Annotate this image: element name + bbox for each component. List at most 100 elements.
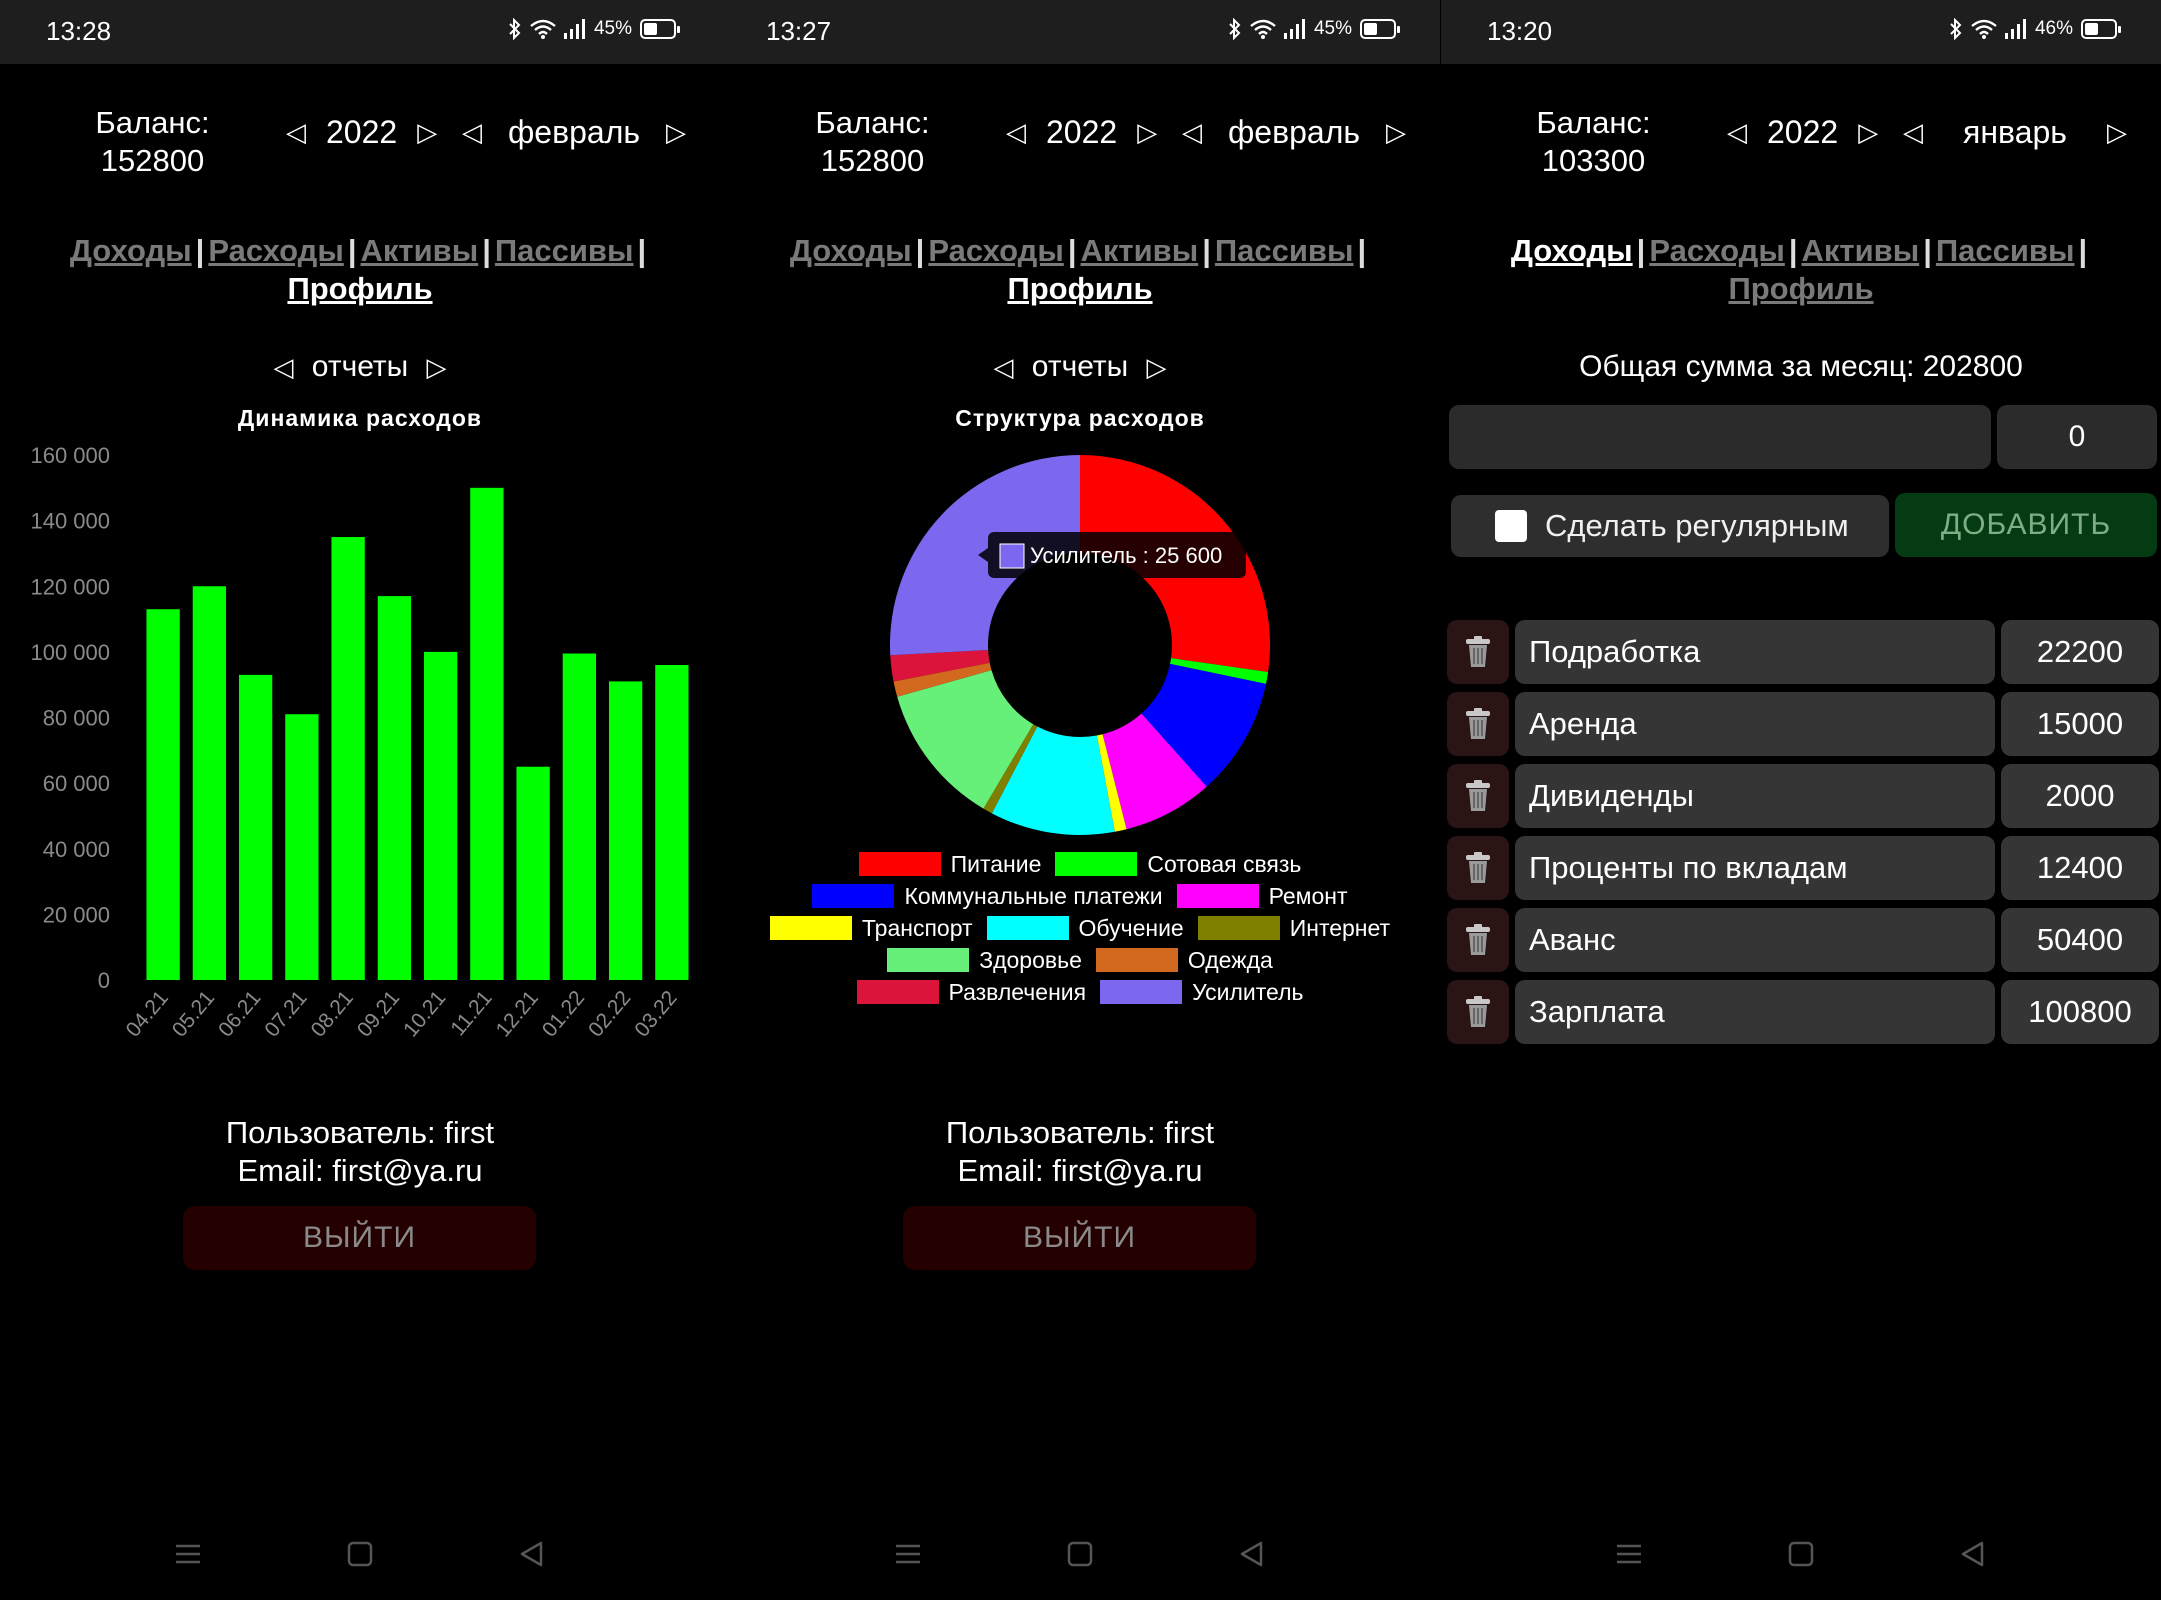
back-icon[interactable] bbox=[1959, 1540, 1987, 1568]
item-value[interactable]: 12400 bbox=[2001, 836, 2159, 900]
trash-icon[interactable] bbox=[1447, 980, 1509, 1044]
bar[interactable] bbox=[608, 681, 643, 980]
bar[interactable] bbox=[285, 714, 319, 980]
trash-icon[interactable] bbox=[1447, 692, 1509, 756]
pie-slice[interactable] bbox=[897, 670, 1034, 809]
next-month-icon[interactable]: ▷ bbox=[2107, 117, 2127, 147]
nav-liabilities[interactable]: Пассивы bbox=[494, 233, 634, 268]
bar[interactable] bbox=[655, 665, 689, 980]
item-name[interactable]: Проценты по вкладам bbox=[1515, 836, 1995, 900]
back-icon[interactable] bbox=[1238, 1540, 1266, 1568]
pie-slice[interactable] bbox=[1096, 734, 1127, 832]
trash-icon[interactable] bbox=[1447, 836, 1509, 900]
item-name-input[interactable] bbox=[1449, 405, 1991, 469]
nav-liabilities[interactable]: Пассивы bbox=[1935, 233, 2075, 268]
bar[interactable] bbox=[146, 609, 180, 980]
regular-toggle[interactable]: Сделать регулярным bbox=[1451, 495, 1889, 557]
prev-month-icon[interactable]: ◁ bbox=[1903, 117, 1923, 147]
prev-month-icon[interactable]: ◁ bbox=[1182, 117, 1202, 147]
regular-checkbox[interactable] bbox=[1495, 510, 1527, 542]
pie-slice[interactable] bbox=[893, 662, 992, 697]
item-name[interactable]: Аванс bbox=[1515, 908, 1995, 972]
item-value[interactable]: 22200 bbox=[2001, 620, 2159, 684]
legend-item[interactable]: Интернет bbox=[1197, 915, 1390, 942]
logout-button[interactable]: ВЫЙТИ bbox=[183, 1206, 536, 1270]
legend-item[interactable]: Коммунальные платежи bbox=[812, 883, 1163, 910]
next-year-icon[interactable]: ▷ bbox=[1137, 117, 1158, 147]
prev-year-icon[interactable]: ◁ bbox=[1006, 117, 1026, 147]
prev-report-icon[interactable]: ◁ bbox=[273, 352, 294, 382]
legend-item[interactable]: Здоровье bbox=[887, 947, 1082, 974]
nav-income[interactable]: Доходы bbox=[1510, 233, 1633, 268]
bar[interactable] bbox=[562, 653, 597, 980]
bar[interactable] bbox=[331, 537, 365, 980]
legend-item[interactable]: Питание bbox=[858, 851, 1041, 878]
next-month-icon[interactable]: ▷ bbox=[1386, 117, 1406, 147]
bar[interactable] bbox=[192, 586, 227, 980]
pie-slice[interactable] bbox=[983, 724, 1038, 814]
menu-icon[interactable] bbox=[1615, 1540, 1643, 1568]
trash-icon[interactable] bbox=[1447, 908, 1509, 972]
home-icon[interactable] bbox=[1066, 1540, 1094, 1568]
legend-item[interactable]: Развлечения bbox=[856, 979, 1086, 1006]
nav-profile[interactable]: Профиль bbox=[287, 271, 433, 306]
nav-income[interactable]: Доходы bbox=[69, 233, 192, 268]
nav-expenses[interactable]: Расходы bbox=[1649, 233, 1785, 268]
pie-slice[interactable] bbox=[1141, 663, 1266, 787]
legend-item[interactable]: Ремонт bbox=[1176, 883, 1348, 910]
section-nav: Доходы | Расходы | Активы | Пассивы | Профиль bbox=[1510, 233, 2088, 306]
bar[interactable] bbox=[238, 674, 273, 980]
nav-liabilities[interactable]: Пассивы bbox=[1214, 233, 1354, 268]
prev-year-icon[interactable]: ◁ bbox=[1727, 117, 1747, 147]
amount-input[interactable]: 0 bbox=[1997, 405, 2157, 469]
nav-profile[interactable]: Профиль bbox=[1007, 271, 1153, 306]
prev-report-icon[interactable]: ◁ bbox=[993, 352, 1014, 382]
bar[interactable] bbox=[516, 766, 550, 980]
pie-slice[interactable] bbox=[1170, 658, 1269, 684]
legend-item[interactable]: Усилитель bbox=[1100, 979, 1303, 1006]
pie-slice[interactable] bbox=[1102, 713, 1207, 830]
back-icon[interactable] bbox=[518, 1540, 546, 1568]
next-year-icon[interactable]: ▷ bbox=[417, 117, 438, 147]
bar[interactable] bbox=[470, 487, 504, 980]
prev-month-icon[interactable]: ◁ bbox=[462, 117, 482, 147]
nav-profile[interactable]: Профиль bbox=[1728, 271, 1874, 306]
next-month-icon[interactable]: ▷ bbox=[666, 117, 686, 147]
item-name[interactable]: Аренда bbox=[1515, 692, 1995, 756]
pie-slice[interactable] bbox=[991, 726, 1115, 835]
legend-item[interactable]: Сотовая связь bbox=[1055, 851, 1301, 878]
home-icon[interactable] bbox=[346, 1540, 374, 1568]
item-value[interactable]: 15000 bbox=[2001, 692, 2159, 756]
item-name[interactable]: Зарплата bbox=[1515, 980, 1995, 1044]
home-icon[interactable] bbox=[1787, 1540, 1815, 1568]
nav-expenses[interactable]: Расходы bbox=[928, 233, 1064, 268]
legend-item[interactable]: Обучение bbox=[986, 915, 1184, 942]
pie-slice[interactable] bbox=[890, 649, 990, 682]
trash-icon[interactable] bbox=[1447, 764, 1509, 828]
legend-item[interactable]: Одежда bbox=[1095, 947, 1273, 974]
menu-icon[interactable] bbox=[894, 1540, 922, 1568]
nav-income[interactable]: Доходы bbox=[789, 233, 912, 268]
trash-icon[interactable] bbox=[1447, 620, 1509, 684]
item-name[interactable]: Подработка bbox=[1515, 620, 1995, 684]
nav-expenses[interactable]: Расходы bbox=[208, 233, 344, 268]
add-button[interactable]: ДОБАВИТЬ bbox=[1895, 493, 2157, 557]
legend-item[interactable]: Транспорт bbox=[769, 915, 973, 942]
item-value[interactable]: 50400 bbox=[2001, 908, 2159, 972]
next-year-icon[interactable]: ▷ bbox=[1858, 117, 1879, 147]
logout-button[interactable]: ВЫЙТИ bbox=[903, 1206, 1256, 1270]
item-value[interactable]: 2000 bbox=[2001, 764, 2159, 828]
prev-year-icon[interactable]: ◁ bbox=[286, 117, 306, 147]
nav-assets[interactable]: Активы bbox=[1801, 233, 1920, 268]
nav-assets[interactable]: Активы bbox=[1080, 233, 1199, 268]
bar[interactable] bbox=[423, 651, 458, 980]
next-report-icon[interactable]: ▷ bbox=[1146, 352, 1167, 382]
nav-assets[interactable]: Активы bbox=[360, 233, 479, 268]
menu-icon[interactable] bbox=[174, 1540, 202, 1568]
status-bar: 13:20 46% bbox=[1441, 0, 2161, 64]
bar[interactable] bbox=[377, 596, 412, 980]
item-name[interactable]: Дивиденды bbox=[1515, 764, 1995, 828]
item-value[interactable]: 100800 bbox=[2001, 980, 2159, 1044]
next-report-icon[interactable]: ▷ bbox=[426, 352, 447, 382]
chart-title: Динамика расходов bbox=[237, 405, 483, 431]
